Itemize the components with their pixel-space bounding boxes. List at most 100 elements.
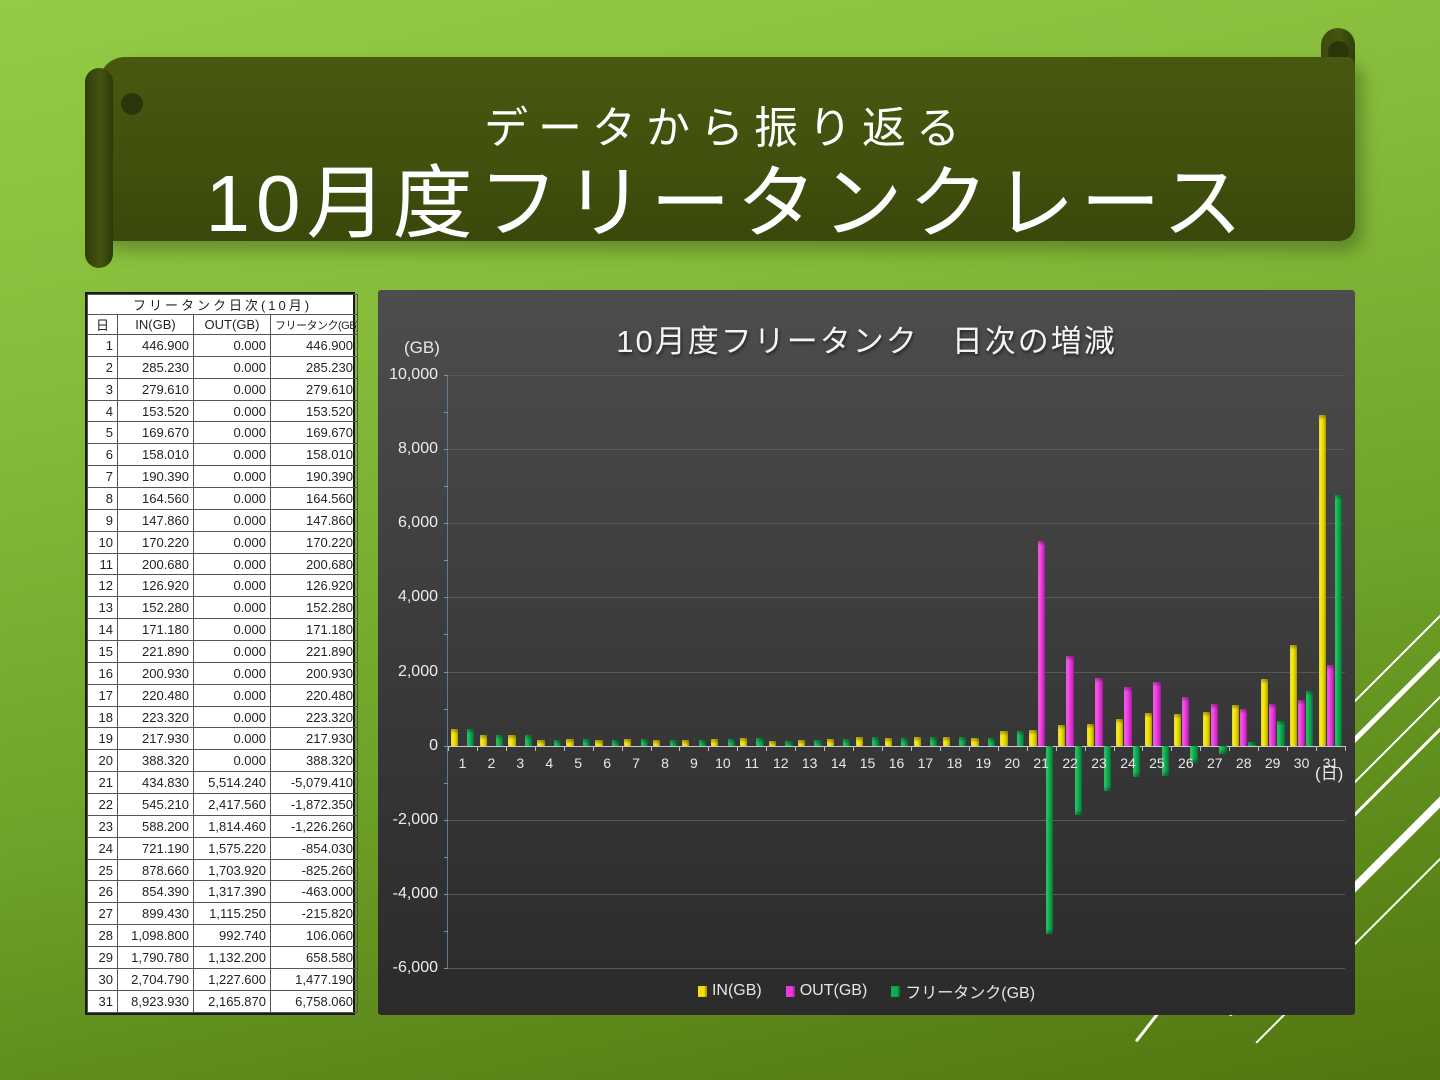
y-axis-minor-tick [444, 745, 448, 747]
cell-value: 221.890 [270, 640, 358, 663]
bar-freetank-day2 [496, 735, 504, 746]
table-row: 11 200.680 0.000 200.680 [87, 552, 358, 576]
x-axis-tick [968, 745, 970, 751]
cell-value: 1,814.460 [193, 814, 271, 838]
cell-value: 169.670 [117, 421, 194, 445]
x-axis-unit-label: (日) [1315, 763, 1344, 783]
bar-freetank-day7 [640, 738, 648, 746]
cell-value: 1,227.600 [193, 967, 271, 991]
cell-day: 7 [87, 465, 118, 489]
cell-value: 164.560 [270, 487, 358, 510]
bar-in-day19 [971, 737, 979, 746]
scroll-body: データから振り返る 10月度フリータンクレース [99, 57, 1355, 248]
x-axis-day-label: 23 [1091, 754, 1107, 771]
cell-day: 17 [87, 683, 118, 707]
cell-day: 31 [87, 989, 118, 1014]
bar-in-day18 [942, 737, 950, 746]
cell-value: 217.930 [117, 727, 194, 751]
table-row: 3 279.610 0.000 279.610 [87, 377, 358, 401]
table-row: 10 170.220 0.000 170.220 [87, 530, 358, 554]
y-axis-tick-label: -4,000 [392, 884, 438, 902]
bar-out-day28 [1240, 708, 1248, 746]
cell-value: 8,923.930 [117, 989, 194, 1014]
cell-value: 588.200 [117, 814, 194, 838]
legend-label: フリータンク(GB) [905, 985, 1036, 1002]
y-axis-tick-label: 2,000 [397, 662, 438, 680]
x-axis-day-label: 9 [690, 754, 698, 771]
cell-value: 223.320 [117, 705, 194, 729]
x-axis-day-label: 28 [1235, 754, 1252, 771]
legend-item: OUT(GB) [785, 982, 867, 1000]
cell-value: 992.740 [193, 924, 271, 948]
x-axis-day-label: 12 [772, 754, 789, 771]
cell-value: 446.900 [270, 334, 358, 357]
cell-value: -854.030 [270, 836, 358, 860]
cell-value: 170.220 [117, 530, 194, 554]
slide-title: 10月度フリータンクレース [205, 159, 1249, 248]
table-row: 12 126.920 0.000 126.920 [87, 574, 358, 598]
scroll-left-curl-hole [121, 93, 143, 115]
cell-value: 106.060 [270, 924, 358, 948]
cell-value: 170.220 [270, 530, 358, 554]
bar-in-day24 [1116, 718, 1124, 746]
gridline [448, 968, 1345, 969]
x-axis-day-label: 17 [917, 754, 934, 771]
legend-swatch-icon [697, 985, 707, 997]
cell-value: 158.010 [270, 443, 358, 467]
table-row: 18 223.320 0.000 223.320 [87, 705, 358, 729]
y-axis-minor-tick [444, 375, 448, 376]
cell-value: 1,477.190 [270, 967, 358, 991]
bar-freetank-day28 [1248, 741, 1256, 746]
cell-value: 0.000 [193, 749, 271, 773]
cell-value: 0.000 [193, 530, 271, 554]
table-row: 7 190.390 0.000 190.390 [87, 465, 358, 489]
y-axis-minor-tick [444, 819, 448, 821]
cell-value: 285.230 [117, 355, 194, 379]
cell-day: 20 [87, 749, 118, 773]
x-axis-day-label: 20 [1004, 754, 1021, 771]
bar-in-day3 [508, 735, 516, 746]
y-axis-tick-label: 6,000 [397, 514, 438, 532]
cell-value: 899.430 [117, 902, 194, 926]
cell-value: -5,079.410 [270, 771, 358, 795]
cell-value: 721.190 [117, 836, 194, 860]
daily-data-table-panel: フリータンク日次(10月) 日 IN(GB) OUT(GB) フリータンク(GB… [85, 292, 358, 1015]
cell-value: 153.520 [117, 399, 194, 423]
cell-value: 0.000 [193, 508, 271, 532]
x-axis-day-label: 16 [888, 754, 905, 771]
x-axis-tick [476, 745, 478, 751]
table-row: 19 217.930 0.000 217.930 [87, 727, 358, 751]
x-axis-day-label: 4 [545, 754, 554, 771]
table-row: 9 147.860 0.000 147.860 [87, 508, 358, 532]
x-axis-day-label: 18 [946, 754, 963, 771]
cell-value: -463.000 [270, 880, 358, 904]
x-axis-tick [1142, 745, 1144, 751]
y-axis-tick-label: 10,000 [389, 366, 438, 383]
cell-day: 1 [87, 334, 118, 357]
bar-freetank-day6 [611, 739, 619, 746]
table-row: 15 221.890 0.000 221.890 [87, 640, 358, 663]
table-row: 2 285.230 0.000 285.230 [87, 355, 358, 379]
bar-freetank-day21 [1045, 745, 1054, 934]
x-axis-day-label: 31 [1322, 754, 1339, 771]
chart-panel: 10月度フリータンク 日次の増減 (GB) 10,000 8,000 6,000 4,… [378, 290, 1355, 1015]
cell-value: 2,704.790 [117, 967, 194, 991]
x-axis-day-label: 6 [603, 754, 612, 771]
col-header-day: 日 [87, 314, 118, 335]
cell-value: 0.000 [193, 574, 271, 598]
bar-out-day23 [1095, 678, 1103, 746]
cell-value: 200.680 [117, 552, 194, 576]
bar-in-day4 [537, 739, 545, 746]
cell-day: 16 [87, 661, 118, 685]
table-row: 5 169.670 0.000 169.670 [87, 421, 358, 445]
cell-day: 2 [87, 355, 118, 379]
x-axis-day-label: 13 [801, 754, 818, 771]
cell-value: 1,132.200 [193, 946, 271, 969]
bar-in-day2 [479, 735, 487, 746]
cell-value: 223.320 [270, 705, 358, 729]
bar-freetank-day14 [843, 739, 851, 746]
table-row: 8 164.560 0.000 164.560 [87, 487, 358, 510]
table-row: 30 2,704.790 1,227.600 1,477.190 [87, 967, 358, 991]
bar-in-day27 [1202, 712, 1211, 746]
